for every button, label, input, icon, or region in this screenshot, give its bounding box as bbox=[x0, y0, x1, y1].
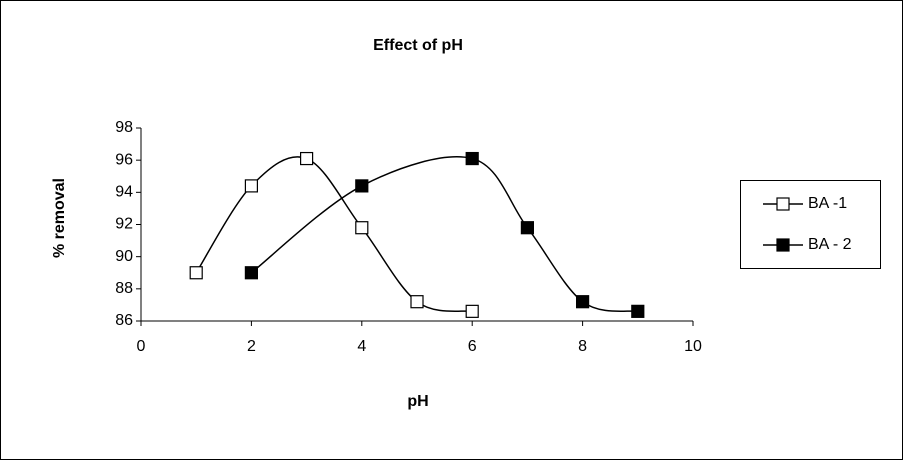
marker bbox=[300, 151, 314, 166]
marker bbox=[465, 304, 479, 318]
marker bbox=[410, 295, 424, 309]
marker bbox=[465, 151, 479, 166]
x-tick-label: 2 bbox=[247, 338, 256, 355]
y-axis-label: % removal bbox=[51, 178, 68, 258]
marker bbox=[189, 266, 203, 280]
legend-label: BA - 2 bbox=[808, 236, 852, 253]
marker bbox=[244, 266, 258, 280]
x-tick-label: 0 bbox=[137, 338, 146, 355]
marker bbox=[520, 221, 535, 235]
legend-marker bbox=[776, 197, 790, 211]
y-tick-label: 90 bbox=[115, 248, 133, 265]
y-tick-label: 98 bbox=[115, 119, 133, 136]
marker bbox=[355, 179, 369, 193]
legend-label: BA -1 bbox=[808, 195, 847, 212]
x-tick-label: 10 bbox=[684, 338, 702, 355]
marker bbox=[355, 221, 369, 235]
chart-title: Effect of pH bbox=[373, 37, 463, 54]
marker bbox=[244, 179, 258, 193]
x-axis-label: pH bbox=[407, 393, 428, 410]
legend-marker bbox=[776, 238, 790, 252]
y-tick-label: 92 bbox=[115, 216, 133, 233]
legend-box bbox=[740, 180, 881, 269]
x-tick-label: 4 bbox=[357, 338, 366, 355]
marker bbox=[575, 295, 590, 309]
x-tick-label: 8 bbox=[578, 338, 587, 355]
y-tick-label: 88 bbox=[115, 280, 133, 297]
y-tick-label: 96 bbox=[115, 151, 133, 168]
marker bbox=[631, 304, 645, 318]
x-tick-label: 6 bbox=[468, 338, 477, 355]
y-tick-label: 94 bbox=[115, 184, 133, 201]
y-tick-label: 86 bbox=[115, 312, 133, 329]
